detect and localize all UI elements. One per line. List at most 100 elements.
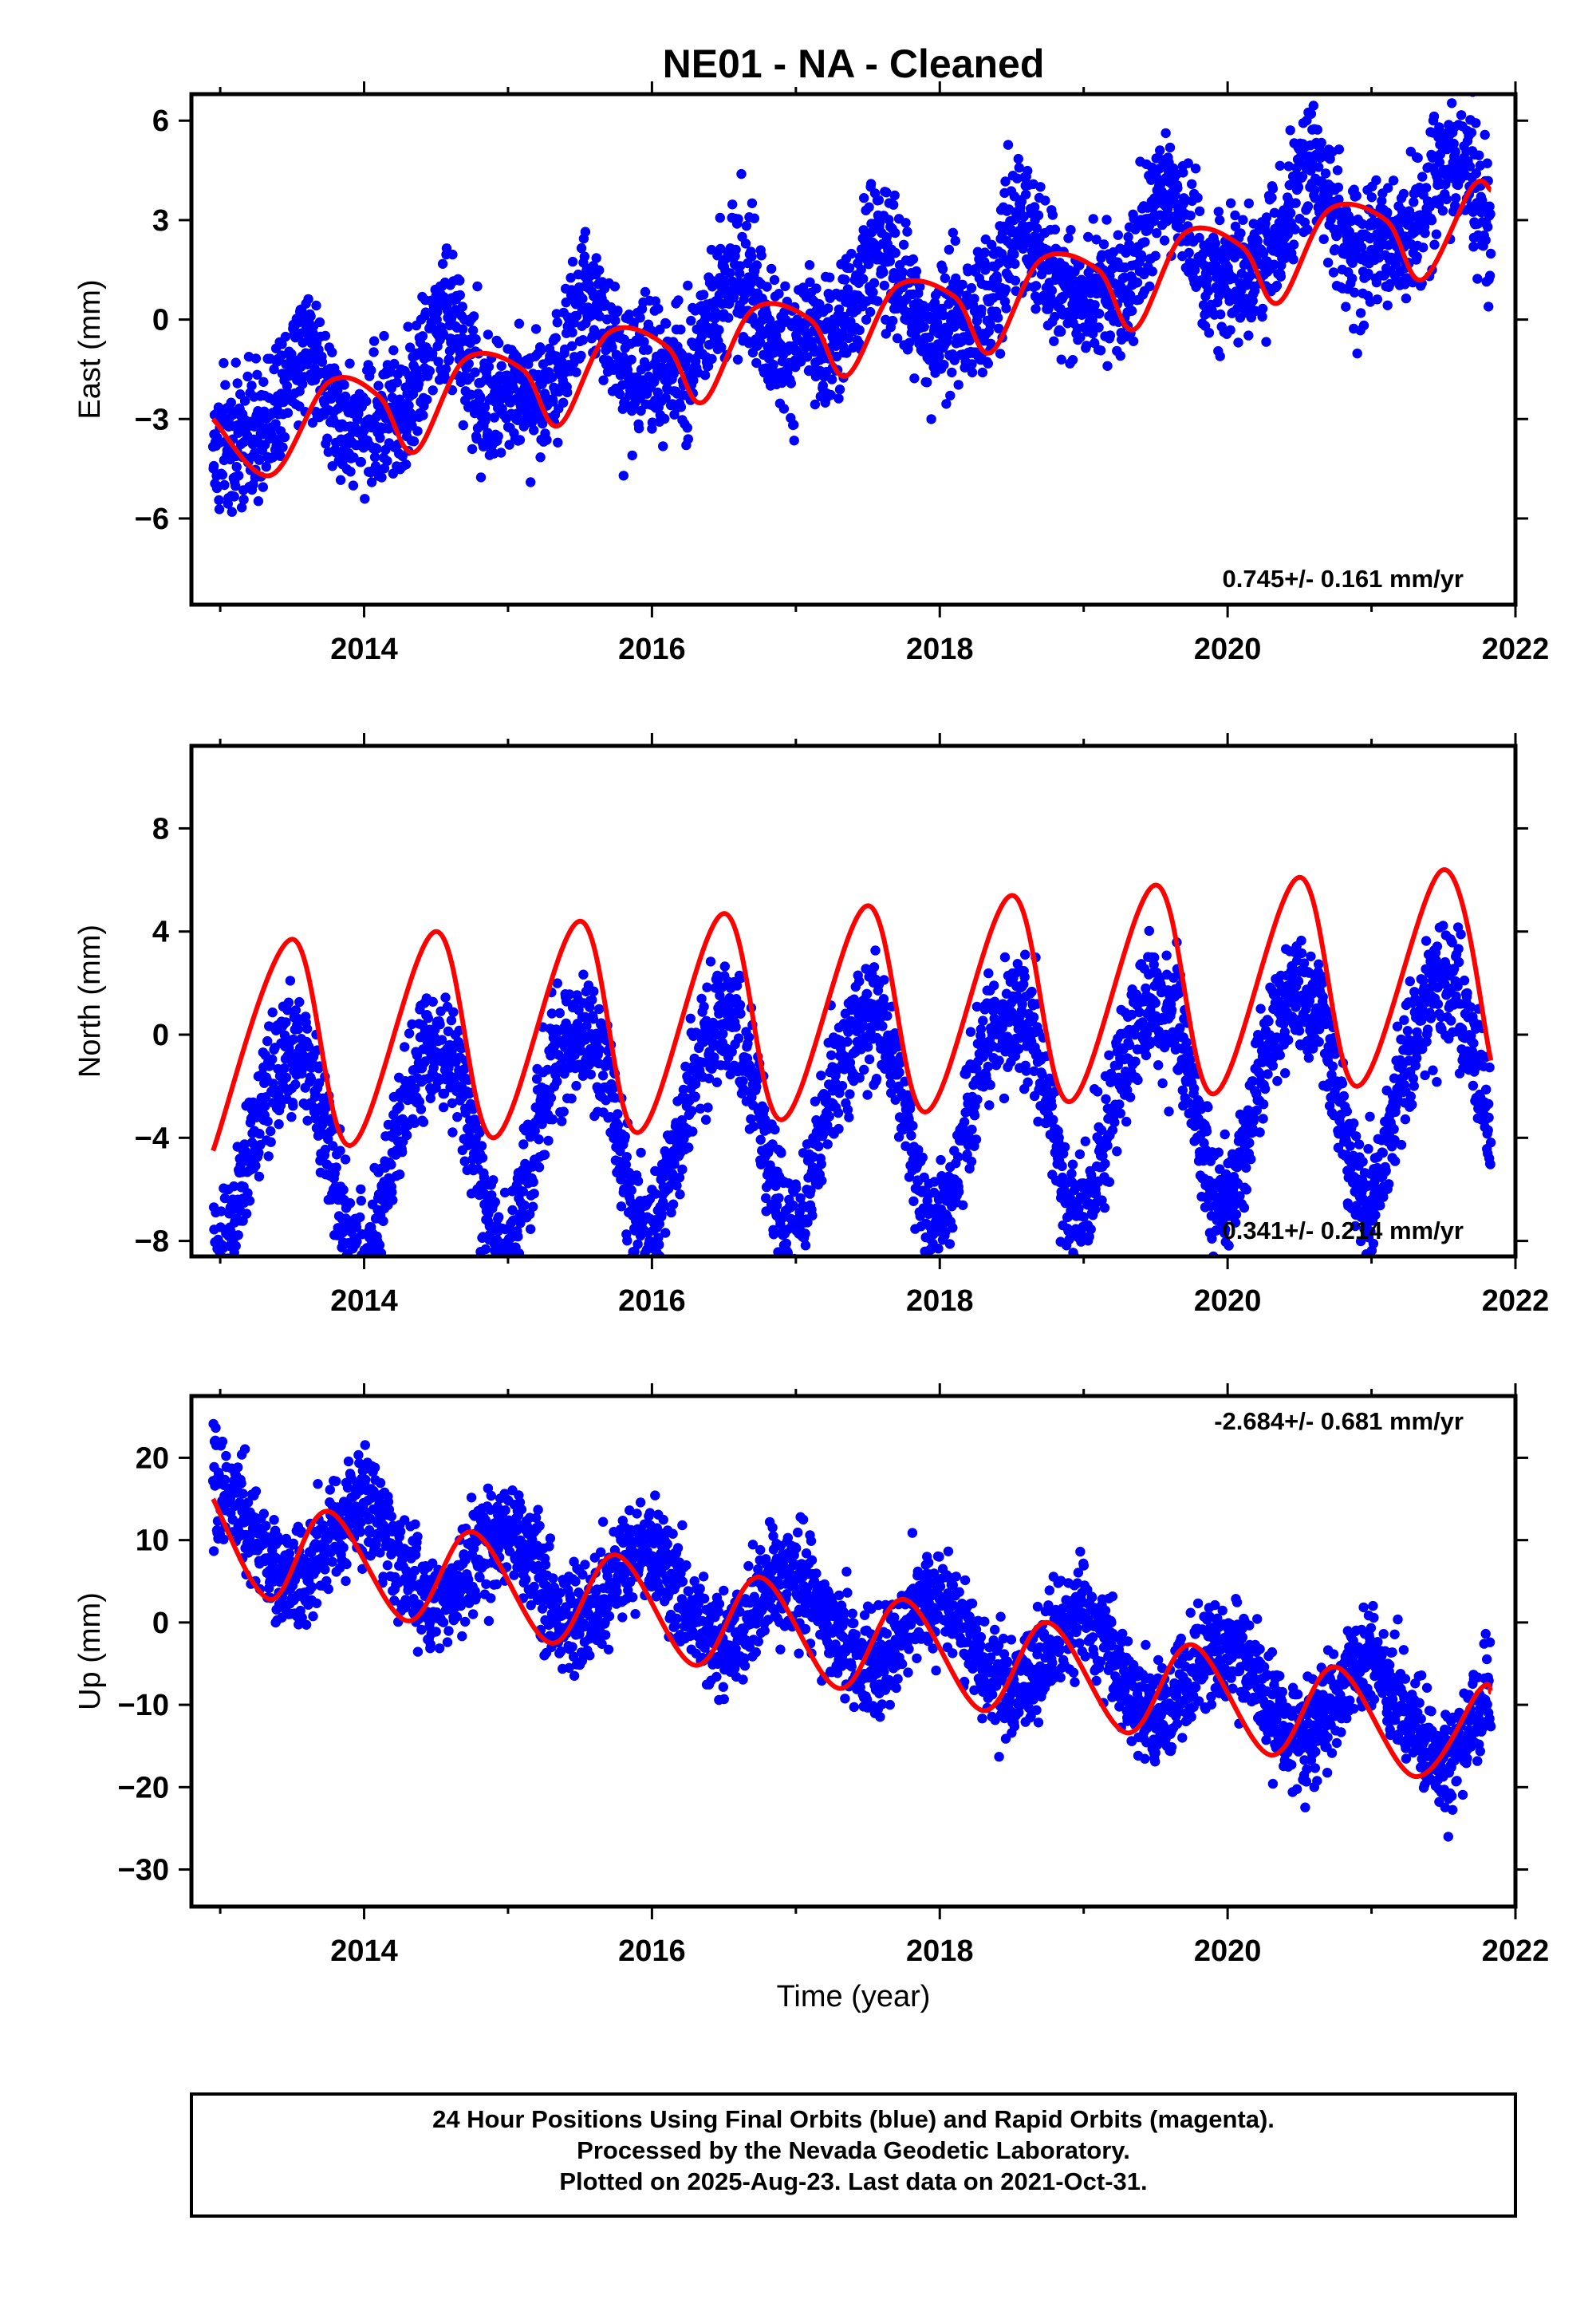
north-point (862, 1090, 873, 1100)
north-point (267, 1054, 278, 1065)
north-point (531, 1074, 542, 1084)
north-point (285, 976, 296, 986)
east-point (1126, 306, 1137, 316)
north-point (508, 1261, 518, 1271)
east-point (1269, 259, 1279, 270)
east-point (496, 361, 506, 371)
north-point (636, 1260, 646, 1270)
north-point (213, 1280, 223, 1290)
east-point (1456, 110, 1467, 120)
east-point (340, 391, 351, 402)
east-point (715, 243, 726, 254)
east-point (565, 273, 576, 283)
north-point (501, 1282, 510, 1292)
north-point (361, 1257, 371, 1267)
east-point (650, 296, 660, 306)
east-point (683, 434, 693, 444)
north-point (401, 1130, 412, 1141)
east-point (1067, 355, 1078, 365)
north-point (459, 1156, 470, 1166)
east-point (529, 425, 539, 436)
north-point (711, 1077, 723, 1087)
east-plot-frame (189, 92, 1518, 607)
east-point (1123, 231, 1133, 243)
east-point (455, 349, 466, 359)
north-point (605, 1112, 616, 1122)
east-point (376, 472, 387, 483)
north-point (844, 1112, 854, 1122)
north-point (864, 1054, 875, 1065)
north-point (279, 1063, 290, 1074)
north-point (436, 1035, 447, 1045)
north-point (210, 1265, 219, 1275)
east-point (919, 321, 929, 332)
north-point (654, 1240, 664, 1250)
north-point (581, 1020, 592, 1031)
north-point (351, 1222, 362, 1232)
north-point (251, 1112, 262, 1122)
north-point (502, 1317, 511, 1327)
north-point (534, 1162, 545, 1173)
east-point (1140, 237, 1150, 247)
east-point (610, 315, 621, 326)
east-point (940, 273, 951, 283)
north-point (397, 1147, 408, 1158)
north-point (340, 1154, 351, 1165)
north-point (376, 1248, 387, 1256)
east-point (496, 448, 506, 458)
north-point (822, 1139, 833, 1150)
east-point (1434, 157, 1445, 168)
east-point (1382, 207, 1393, 218)
north-point (493, 1262, 502, 1272)
east-point (1275, 271, 1287, 282)
east-point (558, 397, 569, 408)
east-point (1429, 111, 1440, 122)
east-point (494, 338, 504, 349)
north-point (447, 1098, 458, 1109)
east-point (1485, 248, 1496, 259)
east-point (859, 193, 869, 203)
east-point (826, 374, 837, 385)
north-point (387, 1187, 397, 1197)
east-point (388, 345, 399, 356)
east-points (207, 94, 1496, 517)
east-point (441, 243, 452, 254)
north-point (447, 1127, 458, 1138)
east-point (1421, 183, 1432, 193)
east-point (1288, 239, 1299, 250)
east-point (594, 265, 605, 275)
east-point (1150, 250, 1161, 261)
north-point (212, 1287, 222, 1296)
north-point (409, 1118, 420, 1128)
east-point (1250, 286, 1260, 296)
north-point (340, 1272, 349, 1282)
east-point (234, 471, 244, 481)
north-point (226, 1226, 236, 1236)
north-point (490, 1197, 500, 1208)
east-point (320, 330, 331, 341)
north-point (335, 1146, 345, 1156)
east-point (231, 481, 241, 491)
north-point (467, 1104, 479, 1114)
east-y-tick-label: −3 (135, 403, 169, 436)
east-point (922, 377, 932, 388)
east-point (1056, 326, 1066, 337)
east-point (1341, 302, 1351, 312)
east-point (810, 399, 821, 410)
east-point (741, 220, 752, 231)
north-point (216, 1206, 227, 1217)
east-point (317, 357, 328, 367)
east-point (1243, 330, 1254, 341)
north-point (233, 1230, 243, 1240)
north-point (877, 1021, 888, 1031)
east-point (392, 377, 402, 388)
east-point (937, 264, 948, 274)
east-point (686, 315, 696, 326)
north-point (425, 1093, 435, 1104)
north-point (449, 1072, 460, 1083)
north-point (842, 1104, 853, 1115)
east-point (707, 353, 717, 365)
north-point (528, 1177, 538, 1187)
north-point (677, 1164, 688, 1175)
east-point (720, 277, 731, 287)
